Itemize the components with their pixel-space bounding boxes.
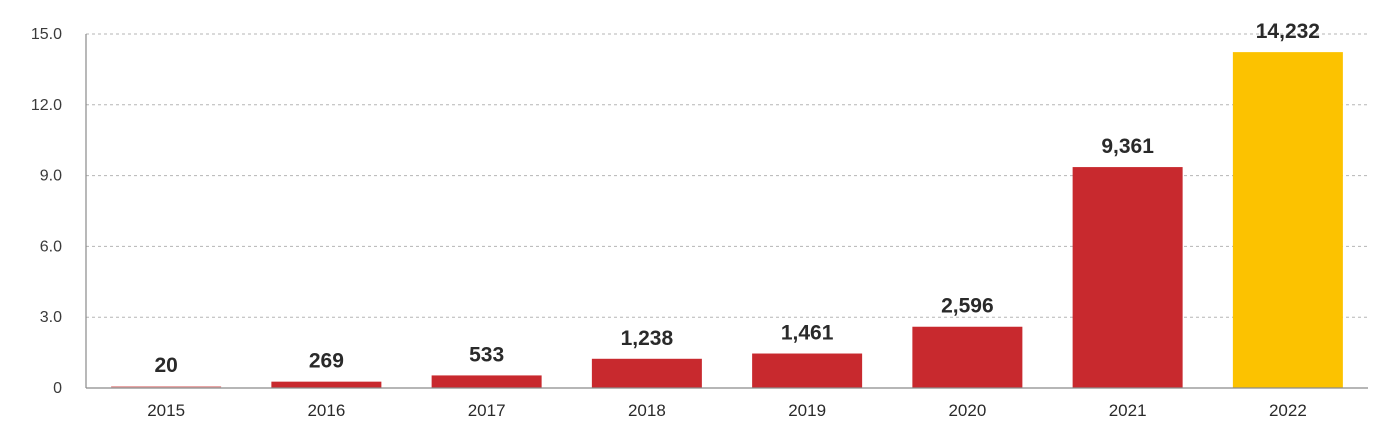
bars [111, 52, 1343, 388]
bar-2015 [111, 386, 222, 388]
x-tick-label-2019: 2019 [788, 401, 826, 420]
x-tick-label-2018: 2018 [628, 401, 666, 420]
bar-2019 [752, 353, 863, 388]
y-tick-label: 9.0 [40, 168, 62, 185]
x-tick-label-2020: 2020 [948, 401, 986, 420]
x-axis-ticks: 2015 2016 2017 2018 2019 2020 2021 2022 [147, 401, 1307, 420]
y-tick-label: 3.0 [40, 309, 62, 326]
bar-2016 [271, 381, 382, 388]
bar-2022 [1232, 52, 1343, 388]
value-label-2015: 20 [154, 354, 177, 377]
x-tick-label-2015: 2015 [147, 401, 185, 420]
value-labels: 20 269 533 1,238 1,461 2,596 9,361 14,232 [154, 20, 1320, 377]
bar-2020 [912, 326, 1023, 388]
bar-2021 [1072, 167, 1183, 388]
y-tick-label: 12.0 [31, 97, 62, 114]
value-label-2016: 269 [309, 350, 344, 373]
y-tick-label: 0 [53, 380, 62, 397]
x-tick-label-2022: 2022 [1269, 401, 1307, 420]
y-tick-label: 6.0 [40, 238, 62, 255]
y-axis-ticks: 0 3.0 6.0 9.0 12.0 15.0 [31, 26, 62, 397]
value-label-2019: 1,461 [781, 322, 834, 345]
value-label-2022: 14,232 [1256, 20, 1320, 43]
bar-2017 [431, 375, 542, 388]
value-label-2018: 1,238 [621, 327, 674, 350]
x-tick-label-2021: 2021 [1109, 401, 1147, 420]
x-tick-label-2017: 2017 [468, 401, 506, 420]
y-tick-label: 15.0 [31, 26, 62, 43]
value-label-2017: 533 [469, 343, 504, 366]
x-tick-label-2016: 2016 [307, 401, 345, 420]
value-label-2021: 9,361 [1101, 135, 1154, 158]
value-label-2020: 2,596 [941, 295, 994, 318]
bar-2018 [591, 358, 702, 388]
